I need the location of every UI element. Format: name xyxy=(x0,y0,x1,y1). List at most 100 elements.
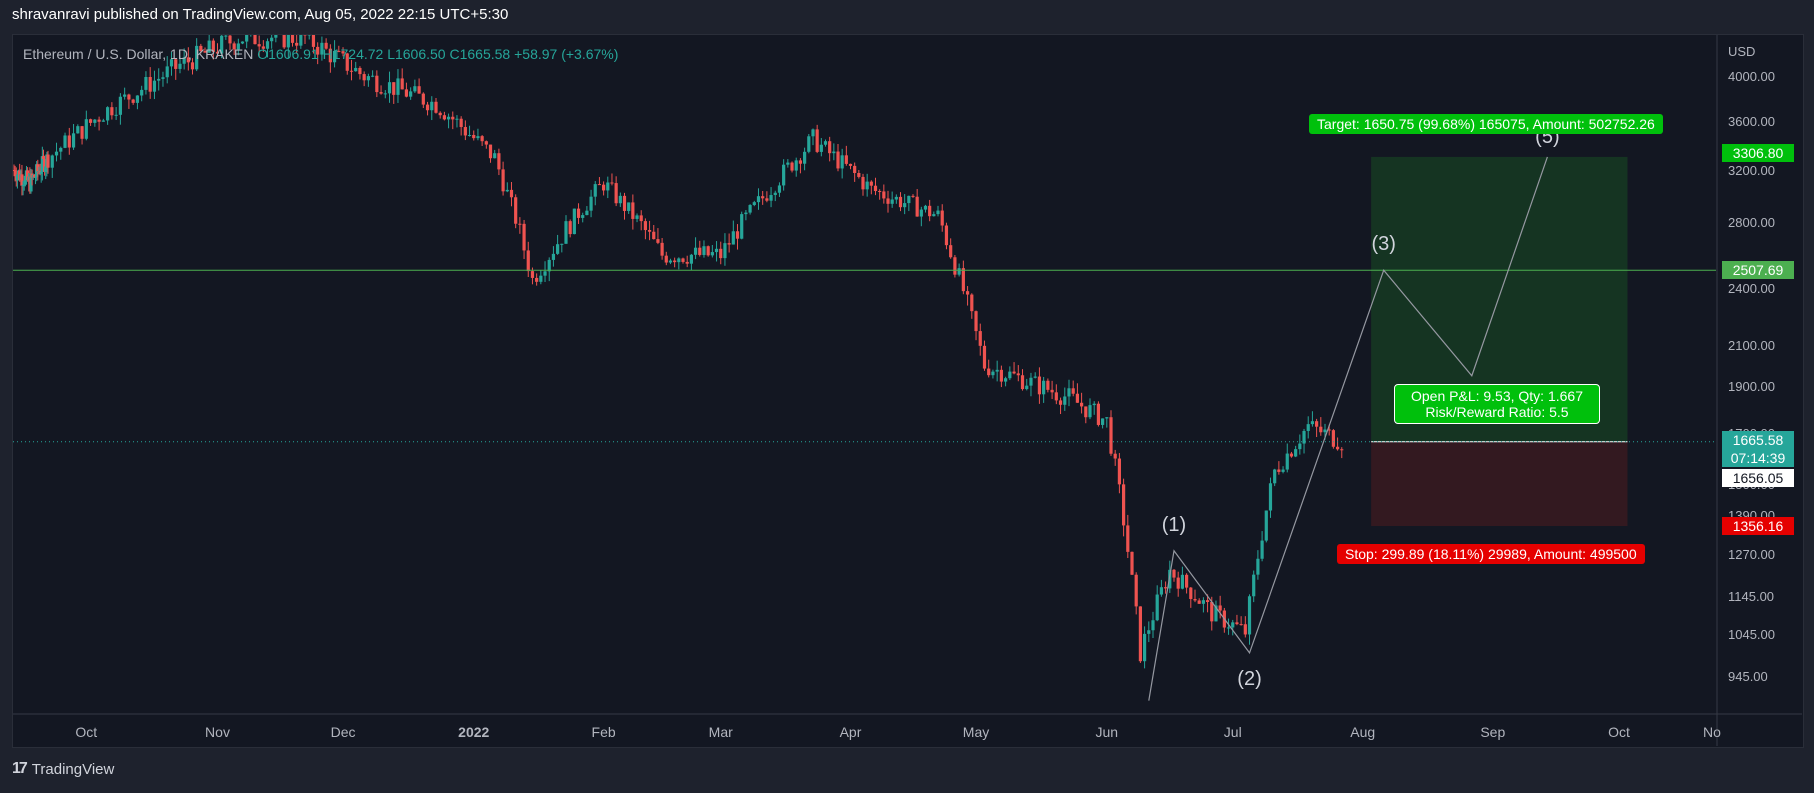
candle-body xyxy=(182,57,186,64)
candle-body xyxy=(362,74,366,81)
y-tick-label: 2100.00 xyxy=(1728,338,1775,353)
candle-body xyxy=(1113,453,1117,459)
candle-body xyxy=(232,43,236,50)
y-tick-label: 1045.00 xyxy=(1728,627,1775,642)
elliott-wave-path xyxy=(1148,156,1548,701)
candle-body xyxy=(1029,377,1033,386)
candle-body xyxy=(1260,540,1264,559)
stop-label[interactable]: Stop: 299.89 (18.11%) 29989, Amount: 499… xyxy=(1337,544,1645,564)
candle-body xyxy=(693,247,698,255)
target-label[interactable]: Target: 1650.75 (99.68%) 165075, Amount:… xyxy=(1309,114,1663,134)
candle-body xyxy=(1134,574,1138,607)
candle-body xyxy=(341,51,345,54)
candle-body xyxy=(953,257,957,275)
pnl-label[interactable]: Open P&L: 9.53, Qty: 1.667 Risk/Reward R… xyxy=(1394,384,1600,424)
candle-body xyxy=(43,158,47,172)
candle-body xyxy=(535,277,539,282)
candle-body xyxy=(1004,378,1008,382)
candle-body xyxy=(148,76,152,92)
risk-reward-line: Risk/Reward Ratio: 5.5 xyxy=(1425,404,1569,420)
candle-body xyxy=(907,195,911,204)
candle-body xyxy=(1050,389,1054,393)
candle-body xyxy=(765,198,769,201)
candle-body xyxy=(63,135,67,148)
stop-zone xyxy=(1371,441,1628,526)
y-tick-label: 3200.00 xyxy=(1728,163,1775,178)
candle-body xyxy=(610,182,614,184)
candle-body xyxy=(1214,605,1218,622)
candle-body xyxy=(974,311,978,332)
candle-body xyxy=(1306,424,1310,431)
candle-body xyxy=(794,160,798,171)
candle-body xyxy=(639,215,643,222)
candle-body xyxy=(307,35,311,36)
footer: 17 TradingView xyxy=(12,760,114,778)
candle-body xyxy=(1020,375,1025,390)
target-price-tag: 3306.80 xyxy=(1722,144,1794,162)
candle-body xyxy=(174,59,178,69)
candle-body xyxy=(1281,469,1285,472)
candle-body xyxy=(46,154,50,168)
candle-body xyxy=(413,86,417,92)
y-tick-label: 1145.00 xyxy=(1728,589,1774,604)
candle-body xyxy=(400,78,404,90)
candle-body xyxy=(869,181,873,186)
candle-body xyxy=(101,120,105,122)
candle-body xyxy=(488,144,493,159)
candle-body xyxy=(203,51,207,53)
candle-body xyxy=(539,275,543,282)
x-tick-label: Sep xyxy=(1480,724,1505,740)
candle-body xyxy=(1122,484,1126,526)
candle-body xyxy=(240,41,245,44)
candle-body xyxy=(253,35,257,45)
candle-body xyxy=(936,210,940,215)
candle-body xyxy=(752,202,756,206)
candle-body xyxy=(1268,483,1273,511)
candle-body xyxy=(1302,430,1306,444)
candle-body xyxy=(748,205,752,213)
candle-body xyxy=(23,175,27,185)
candle-body xyxy=(195,45,199,70)
candle-body xyxy=(911,195,915,197)
candle-body xyxy=(923,205,928,210)
x-tick-label: Oct xyxy=(1608,724,1630,740)
candle-body xyxy=(375,75,379,93)
candle-body xyxy=(823,141,828,145)
candle-body xyxy=(152,80,157,92)
candle-body xyxy=(782,164,786,186)
candle-body xyxy=(161,77,165,79)
candle-body xyxy=(425,104,430,111)
candle-body xyxy=(710,252,714,256)
candle-body xyxy=(257,44,261,47)
candle-body xyxy=(1046,380,1050,390)
y-tick-label: 1900.00 xyxy=(1728,379,1775,394)
candle-body xyxy=(1298,443,1302,450)
candle-body xyxy=(15,174,19,181)
x-tick-label: 2022 xyxy=(458,724,489,740)
candle-body xyxy=(409,91,413,97)
symbol-label: Ethereum / U.S. Dollar, 1D, KRAKEN xyxy=(23,46,254,62)
candle-body xyxy=(756,196,761,203)
x-tick-label: Jul xyxy=(1224,724,1242,740)
candle-body xyxy=(316,46,320,55)
candle-body xyxy=(526,250,530,272)
candle-body xyxy=(33,176,38,178)
y-tick-label: 1270.00 xyxy=(1728,547,1775,562)
candle-body xyxy=(84,119,88,139)
candle-body xyxy=(1155,594,1159,621)
wave-label: (2) xyxy=(1237,668,1261,690)
candle-body xyxy=(282,35,286,48)
candle-body xyxy=(76,126,80,134)
candle-body xyxy=(1201,600,1205,604)
x-tick-label: Jun xyxy=(1096,724,1119,740)
candle-body xyxy=(819,144,823,152)
candle-body xyxy=(1138,606,1142,662)
ohlc-legend: Ethereum / U.S. Dollar, 1D, KRAKEN O1606… xyxy=(23,46,618,62)
candle-body xyxy=(140,89,144,96)
candle-body xyxy=(497,153,501,170)
candle-body xyxy=(1151,620,1155,631)
candle-body xyxy=(581,215,585,218)
candle-body xyxy=(463,127,467,136)
candle-body xyxy=(811,129,815,137)
candle-body xyxy=(493,153,497,159)
